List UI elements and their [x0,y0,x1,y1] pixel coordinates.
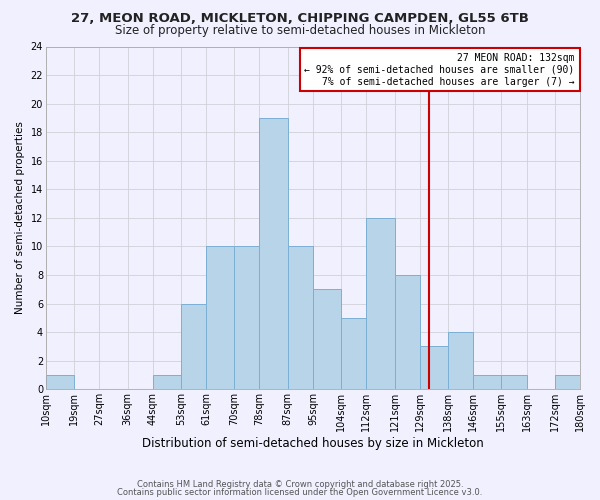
Text: 27 MEON ROAD: 132sqm
← 92% of semi-detached houses are smaller (90)
7% of semi-d: 27 MEON ROAD: 132sqm ← 92% of semi-detac… [304,54,575,86]
Bar [206,246,235,390]
Bar [395,275,420,390]
Bar [46,375,74,390]
Text: Contains public sector information licensed under the Open Government Licence v3: Contains public sector information licen… [118,488,482,497]
Bar [152,375,181,390]
Bar [555,375,580,390]
Bar [313,290,341,390]
Bar [473,375,502,390]
X-axis label: Distribution of semi-detached houses by size in Mickleton: Distribution of semi-detached houses by … [142,437,484,450]
Bar [502,375,527,390]
Bar [367,218,395,390]
Bar [235,246,259,390]
Y-axis label: Number of semi-detached properties: Number of semi-detached properties [15,122,25,314]
Bar [420,346,448,390]
Text: Size of property relative to semi-detached houses in Mickleton: Size of property relative to semi-detach… [115,24,485,37]
Text: 27, MEON ROAD, MICKLETON, CHIPPING CAMPDEN, GL55 6TB: 27, MEON ROAD, MICKLETON, CHIPPING CAMPD… [71,12,529,26]
Text: Contains HM Land Registry data © Crown copyright and database right 2025.: Contains HM Land Registry data © Crown c… [137,480,463,489]
Bar [259,118,288,390]
Bar [341,318,367,390]
Bar [448,332,473,390]
Bar [288,246,313,390]
Bar [181,304,206,390]
